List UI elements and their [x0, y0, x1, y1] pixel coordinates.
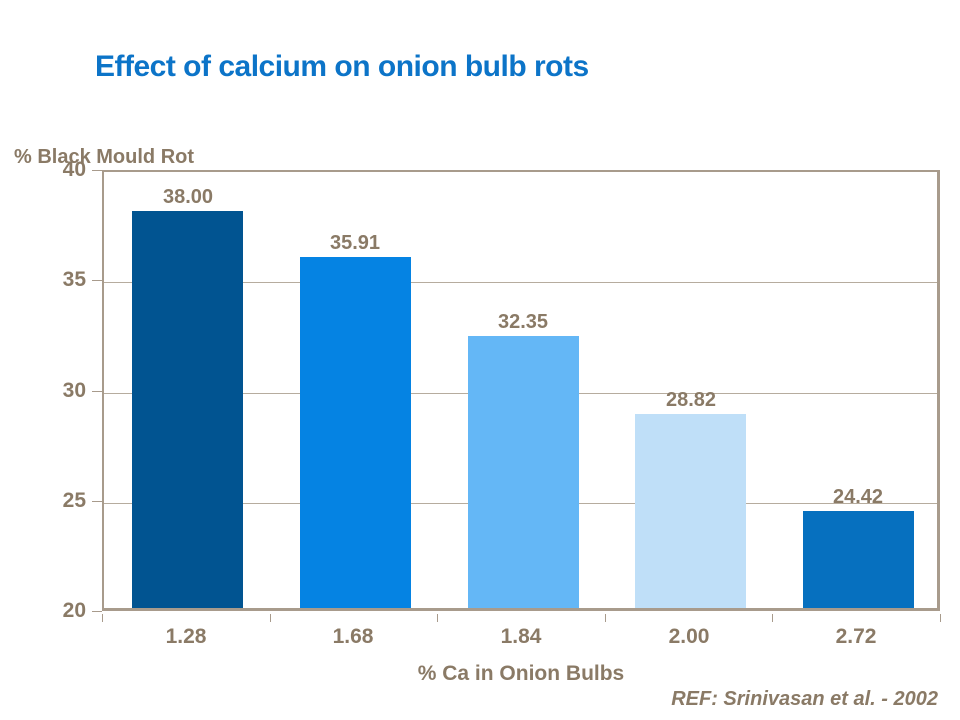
y-axis-title: % Black Mould Rot [14, 146, 195, 168]
y-axis-tick-label: 30 [62, 379, 86, 402]
y-axis-tick-label: 20 [62, 599, 86, 622]
y-axis-tick-mark [92, 391, 102, 392]
chart-title: Effect of calcium on onion bulb rots [95, 50, 589, 83]
bar-value-label: 28.82 [665, 389, 717, 411]
x-axis-tick-mark [102, 614, 103, 622]
y-axis-tick-label: 40 [62, 158, 86, 181]
x-axis-tick-mark [940, 614, 941, 622]
y-axis-tick-label: 25 [62, 489, 86, 512]
bar-1.28 [132, 211, 243, 608]
y-axis-tick-label: 35 [62, 268, 86, 291]
plot-area: 38.00 35.91 32.35 28.82 24.42 [102, 170, 940, 611]
x-axis-tick-mark [772, 614, 773, 622]
gridline [104, 282, 937, 283]
y-axis-tick-mark [92, 501, 102, 502]
y-axis-tick-mark [92, 170, 102, 171]
x-axis-tick-label: 1.28 [165, 625, 207, 648]
bar-value-label: 32.35 [497, 311, 549, 333]
x-axis-tick-mark [270, 614, 271, 622]
y-axis-tick-mark [92, 280, 102, 281]
bar-2.00 [635, 414, 746, 608]
bar-2.72 [803, 511, 914, 608]
x-axis-tick-label: 2.00 [668, 625, 710, 648]
bar-1.68 [300, 257, 411, 608]
x-axis-tick-label: 1.68 [332, 625, 374, 648]
bar-value-label: 24.42 [832, 486, 884, 508]
x-axis-tick-label: 1.84 [500, 625, 542, 648]
x-axis-tick-mark [605, 614, 606, 622]
bar-1.84 [468, 336, 579, 608]
reference-note: REF: Srinivasan et al. - 2002 [671, 688, 938, 710]
x-axis-title: % Ca in Onion Bulbs [417, 662, 625, 685]
bar-value-label: 38.00 [162, 186, 214, 208]
x-axis-tick-mark [437, 614, 438, 622]
y-axis-tick-mark [92, 611, 102, 612]
bar-value-label: 35.91 [329, 232, 381, 254]
x-axis-tick-label: 2.72 [835, 625, 877, 648]
